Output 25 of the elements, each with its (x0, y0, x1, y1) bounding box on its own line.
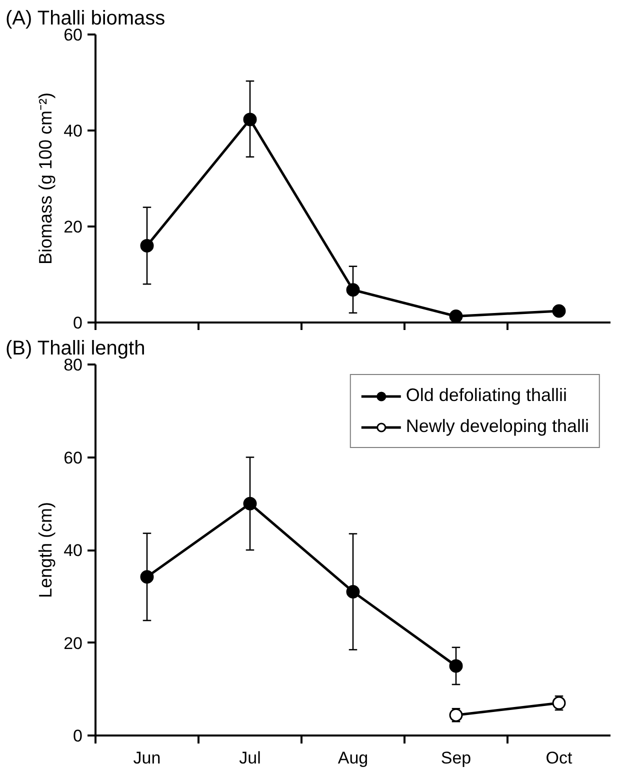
y-axis-title: Biomass (g 100 cm⁻²) (36, 92, 56, 265)
x-tick-label: Jun (133, 748, 161, 768)
x-tick-label: Aug (338, 748, 368, 768)
point (552, 304, 566, 318)
x-tick-label: Oct (546, 748, 572, 768)
y-tick-label: 0 (73, 314, 83, 332)
y-tick-label: 0 (73, 726, 83, 746)
legend-label: Old defoliating thallii (406, 385, 567, 406)
x-tick-label: Jul (239, 748, 261, 768)
y-tick-label: 60 (64, 448, 83, 468)
y-tick-label: 20 (64, 218, 83, 236)
point (346, 585, 360, 598)
y-axis-title: Length (cm) (36, 502, 56, 598)
x-tick-label: Sep (440, 748, 472, 768)
point (243, 112, 257, 126)
y-tick-label: 40 (64, 541, 83, 560)
y-tick-label: 20 (64, 634, 83, 653)
point (346, 283, 360, 297)
point (449, 659, 463, 673)
y-tick-label: 40 (64, 122, 83, 140)
point (140, 570, 154, 584)
point (243, 496, 257, 510)
point (449, 310, 463, 322)
point (140, 238, 154, 252)
legend-label: Newly developing thalli (406, 416, 589, 437)
